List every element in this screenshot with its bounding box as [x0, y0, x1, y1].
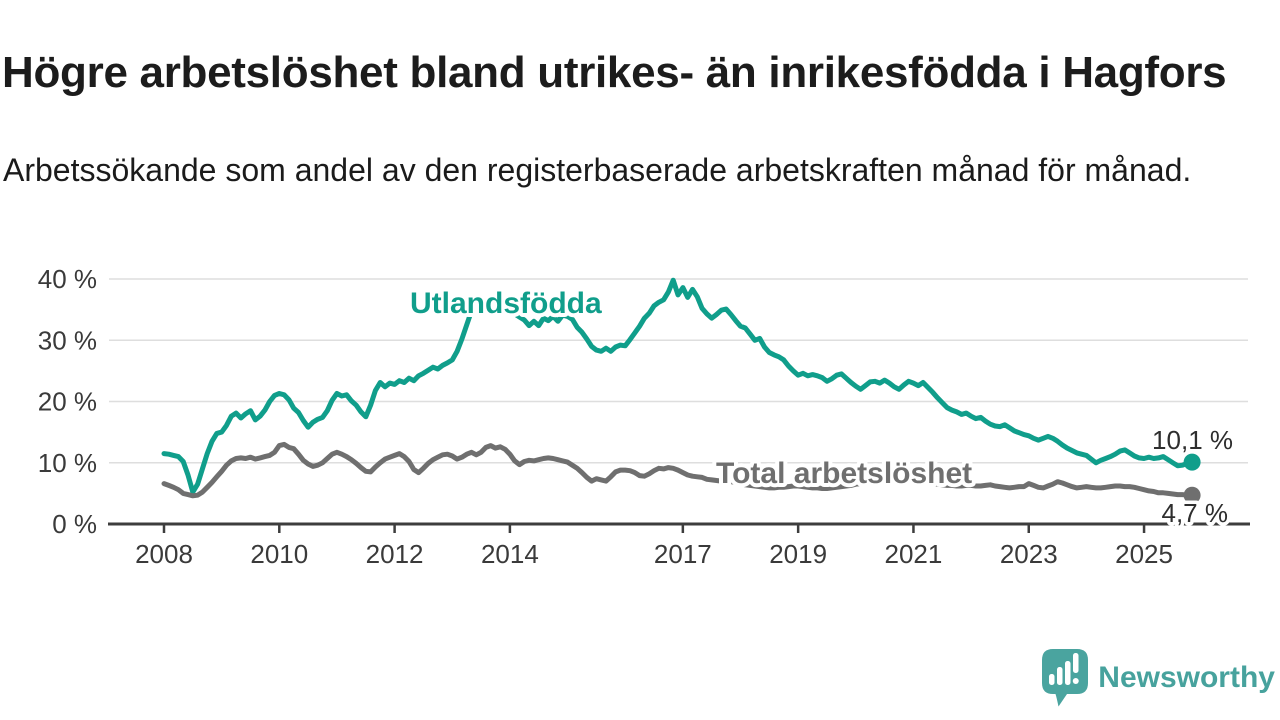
series-end-dot	[1183, 486, 1201, 504]
y-tick-label: 0 %	[52, 509, 97, 539]
series-label: Utlandsfödda	[410, 287, 602, 320]
x-tick-label: 2017	[654, 539, 712, 569]
exclamation-bar	[1073, 653, 1079, 673]
bar-chart-speech-bubble-icon	[1042, 649, 1089, 707]
series-line-utlandsfodda	[161, 277, 1195, 495]
x-tick-label: 2012	[366, 539, 424, 569]
y-tick-label: 10 %	[38, 448, 97, 478]
series-line-total	[161, 441, 1195, 499]
x-tick-label: 2021	[885, 539, 943, 569]
end-value-label: 4,7 %	[1162, 498, 1229, 528]
exclamation-dot	[1073, 678, 1080, 684]
chart-subtitle: Arbetssökande som andel av den registerb…	[3, 152, 1192, 188]
x-tick-label: 2014	[481, 539, 539, 569]
x-tick-label: 2019	[769, 539, 827, 569]
x-tick-label: 2023	[1000, 539, 1058, 569]
x-tick-label: 2025	[1115, 539, 1173, 569]
page-title: Högre arbetslöshet bland utrikes- än inr…	[2, 48, 1227, 98]
x-tick-label: 2010	[250, 539, 308, 569]
end-value-label: 10,1 %	[1152, 425, 1233, 455]
y-tick-label: 30 %	[38, 325, 97, 355]
x-tick-label: 2008	[135, 539, 193, 569]
newsworthy-logo-text: Newsworthy	[1098, 661, 1275, 694]
series-label: Total arbetslöshet	[716, 457, 972, 490]
y-tick-label: 20 %	[38, 387, 97, 417]
bar-medium	[1057, 667, 1063, 685]
y-tick-label: 40 %	[38, 264, 97, 294]
bar-tall	[1065, 661, 1071, 685]
series-end-dot	[1183, 453, 1201, 471]
bar-small	[1049, 674, 1055, 685]
newsworthy-logo: Newsworthy	[1042, 649, 1275, 707]
